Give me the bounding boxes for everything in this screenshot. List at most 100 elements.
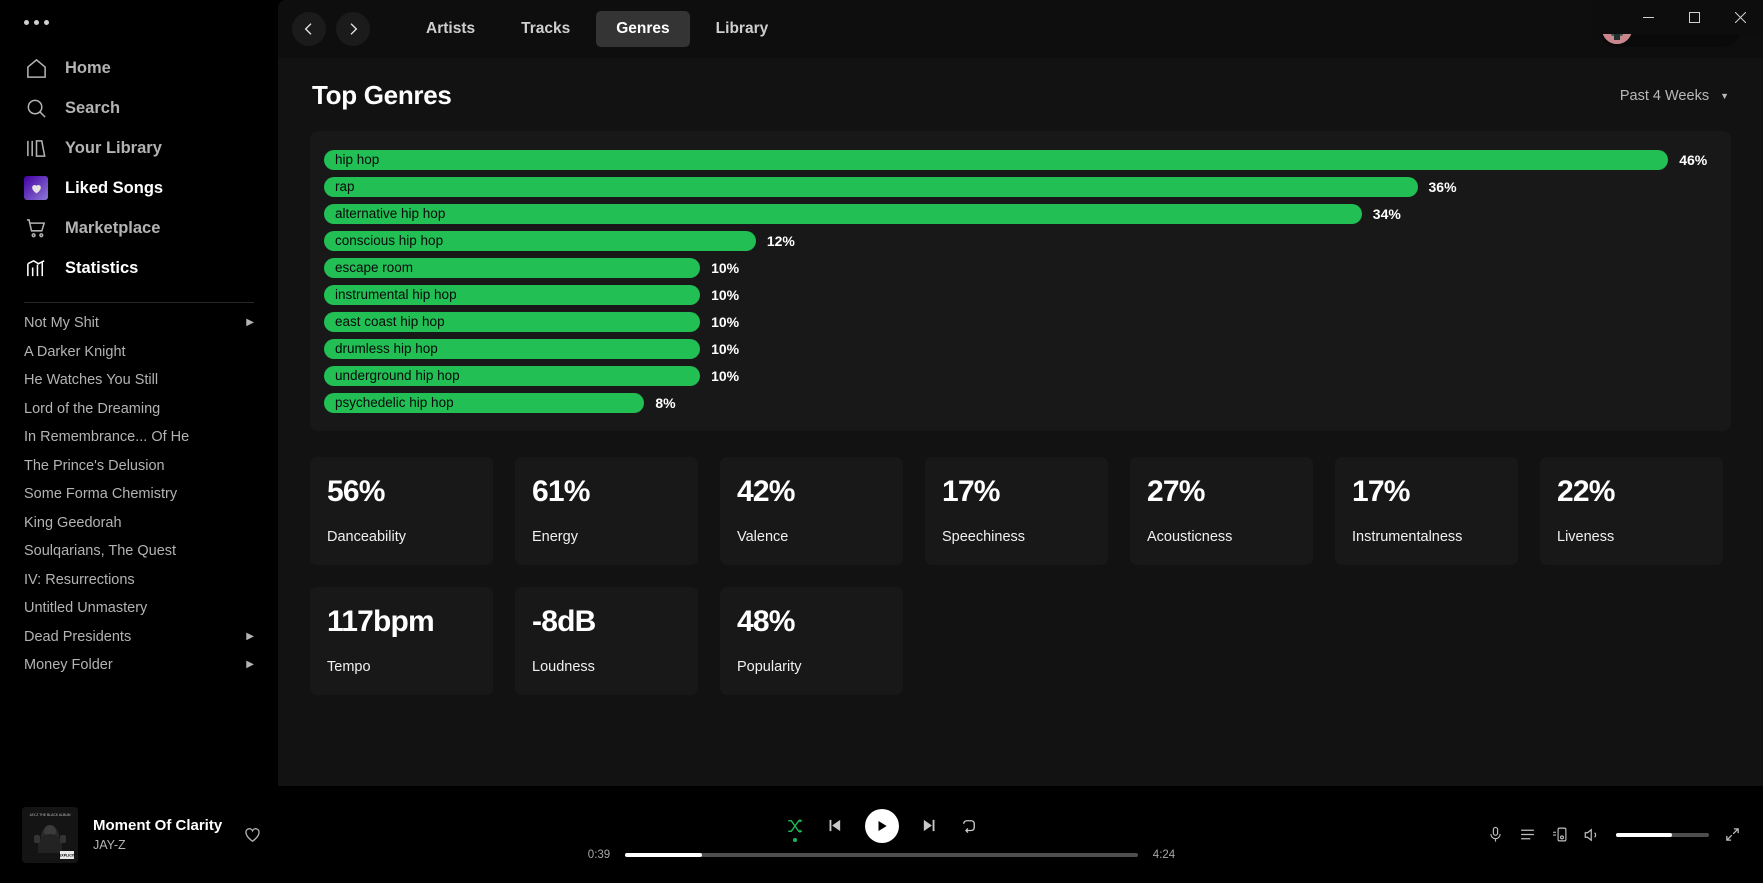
list-item[interactable]: He Watches You Still (0, 366, 278, 395)
sidebar-item-label: Your Library (65, 138, 162, 157)
tab-artists[interactable]: Artists (426, 20, 476, 37)
tab-genres[interactable]: Genres (596, 11, 690, 47)
genre-bar: alternative hip hop (324, 203, 1362, 224)
chart-bar-row[interactable]: underground hip hop 10% (324, 362, 1717, 389)
playlist-label: Money Folder (24, 657, 113, 674)
player-right-controls (1487, 826, 1741, 844)
bar-track: east coast hip hop 10% (324, 311, 1717, 332)
more-options-button[interactable] (0, 0, 278, 38)
lyrics-icon[interactable] (1487, 826, 1504, 843)
chevron-right-icon[interactable]: ▶ (246, 630, 254, 642)
genre-bar: instrumental hip hop (324, 284, 701, 305)
back-button[interactable] (292, 12, 326, 46)
list-item[interactable]: Dead Presidents ▶ (0, 623, 278, 652)
stat-card-danceability[interactable]: 56% Danceability (310, 457, 493, 565)
sidebar-item-home[interactable]: Home (0, 48, 278, 88)
stat-card-loudness[interactable]: -8dB Loudness (515, 587, 698, 695)
tab-tracks[interactable]: Tracks (521, 20, 571, 37)
chart-bar-row[interactable]: escape room 10% (324, 254, 1717, 281)
list-item[interactable]: The Prince's Delusion (0, 452, 278, 481)
list-item[interactable]: Money Folder ▶ (0, 651, 278, 680)
album-art[interactable]: JAY-Z THE BLACK ALBUM EXPLICIT (22, 806, 78, 863)
list-item[interactable]: Lord of the Dreaming (0, 395, 278, 424)
queue-icon[interactable] (1519, 826, 1536, 843)
stat-card-liveness[interactable]: 22% Liveness (1540, 457, 1723, 565)
statistics-icon (24, 256, 48, 280)
sidebar-divider (24, 302, 254, 303)
volume-icon[interactable] (1583, 826, 1601, 844)
dot-icon (34, 19, 39, 25)
stat-value: 61% (532, 475, 590, 508)
sidebar-item-label: Liked Songs (65, 178, 164, 197)
volume-slider[interactable] (1616, 832, 1709, 837)
stat-value: 17% (942, 475, 1000, 508)
topbar: Artists Tracks Genres Library (278, 0, 1763, 58)
chevron-right-icon[interactable]: ▶ (246, 659, 254, 671)
stat-card-speechiness[interactable]: 17% Speechiness (925, 457, 1108, 565)
list-item[interactable]: A Darker Knight (0, 338, 278, 367)
list-item[interactable]: Not My Shit ▶ (0, 309, 278, 338)
sidebar: Home Search Your Library (0, 0, 278, 786)
chart-bar-row[interactable]: rap 36% (324, 173, 1717, 200)
chart-bar-row[interactable]: conscious hip hop 12% (324, 227, 1717, 254)
stat-card-acousticness[interactable]: 27% Acousticness (1130, 457, 1313, 565)
play-button[interactable] (864, 808, 899, 843)
stat-card-energy[interactable]: 61% Energy (515, 457, 698, 565)
stat-value: 117bpm (327, 605, 435, 638)
stat-card-instrumentalness[interactable]: 17% Instrumentalness (1335, 457, 1518, 565)
fullscreen-icon[interactable] (1724, 826, 1741, 843)
stat-label: Valence (737, 529, 789, 545)
playlist-label: He Watches You Still (24, 372, 159, 389)
sidebar-item-statistics[interactable]: Statistics (0, 248, 278, 288)
list-item[interactable]: Some Forma Chemistry (0, 480, 278, 509)
genre-value: 46% (1679, 151, 1708, 168)
home-icon (24, 56, 48, 80)
track-info: Moment Of Clarity JAY-Z (93, 817, 222, 852)
window-maximize-button[interactable] (1671, 0, 1717, 34)
forward-button[interactable] (336, 12, 370, 46)
sidebar-item-liked-songs[interactable]: Liked Songs (0, 168, 278, 208)
chart-bar-row[interactable]: hip hop 46% (324, 146, 1717, 173)
scroll-content[interactable]: Top Genres Past 4 Weeks ▼ hip hop 46% (278, 58, 1763, 786)
list-item[interactable]: Soulqarians, The Quest (0, 537, 278, 566)
stat-card-valence[interactable]: 42% Valence (720, 457, 903, 565)
repeat-button[interactable] (960, 817, 978, 835)
stat-label: Acousticness (1147, 529, 1233, 545)
genre-value: 10% (711, 367, 740, 384)
chart-bar-row[interactable]: drumless hip hop 10% (324, 335, 1717, 362)
genre-value: 12% (766, 232, 795, 249)
window-close-button[interactable] (1717, 0, 1763, 34)
chart-bar-row[interactable]: psychedelic hip hop 8% (324, 389, 1717, 416)
playlist-label: The Prince's Delusion (24, 457, 165, 474)
list-item[interactable]: Untitled Unmastery (0, 594, 278, 623)
genre-label: escape room (335, 260, 414, 275)
list-item[interactable]: IV: Resurrections (0, 566, 278, 595)
connect-device-icon[interactable] (1551, 826, 1568, 843)
chart-bar-row[interactable]: instrumental hip hop 10% (324, 281, 1717, 308)
heart-icon (24, 176, 48, 200)
list-item[interactable]: King Geedorah (0, 509, 278, 538)
shuffle-button[interactable] (786, 817, 804, 835)
sidebar-item-marketplace[interactable]: Marketplace (0, 208, 278, 248)
window-minimize-button[interactable] (1625, 0, 1671, 34)
chart-bar-row[interactable]: alternative hip hop 34% (324, 200, 1717, 227)
like-button[interactable] (243, 825, 262, 844)
chevron-down-icon: ▼ (1720, 90, 1729, 101)
stat-card-tempo[interactable]: 117bpm Tempo (310, 587, 493, 695)
tab-library[interactable]: Library (715, 20, 769, 37)
playlist-label: Not My Shit (24, 315, 99, 332)
previous-button[interactable] (826, 817, 843, 834)
stat-card-popularity[interactable]: 48% Popularity (720, 587, 903, 695)
time-range-dropdown[interactable]: Past 4 Weeks ▼ (1620, 88, 1729, 104)
next-button[interactable] (921, 817, 938, 834)
chart-bar-row[interactable]: east coast hip hop 10% (324, 308, 1717, 335)
chevron-right-icon[interactable]: ▶ (246, 317, 254, 329)
progress-slider[interactable] (625, 852, 1138, 857)
list-item[interactable]: In Remembrance... Of He (0, 423, 278, 452)
sidebar-item-search[interactable]: Search (0, 88, 278, 128)
track-artist[interactable]: JAY-Z (93, 838, 126, 852)
bar-track: drumless hip hop 10% (324, 338, 1717, 359)
sidebar-item-your-library[interactable]: Your Library (0, 128, 278, 168)
genre-value: 34% (1372, 205, 1401, 222)
